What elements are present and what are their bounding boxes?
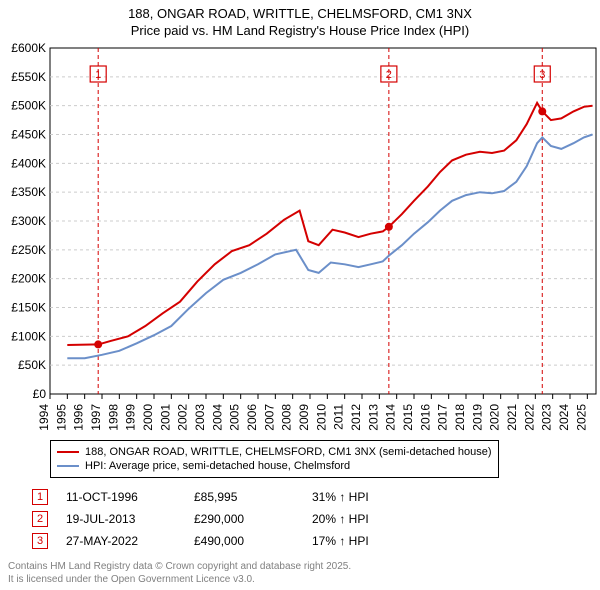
xtick-label: 2019 xyxy=(470,403,484,430)
xtick-label: 2011 xyxy=(332,403,346,429)
legend-item: 188, ONGAR ROAD, WRITTLE, CHELMSFORD, CM… xyxy=(57,445,492,459)
xtick-label: 1996 xyxy=(72,403,86,430)
legend-swatch xyxy=(57,465,79,467)
sale-point xyxy=(385,223,393,231)
legend-text: 188, ONGAR ROAD, WRITTLE, CHELMSFORD, CM… xyxy=(85,446,492,458)
ytick-label: £100K xyxy=(11,329,46,343)
row-date: 19-JUL-2013 xyxy=(66,512,176,526)
title-line1: 188, ONGAR ROAD, WRITTLE, CHELMSFORD, CM… xyxy=(0,6,600,23)
series-price_paid xyxy=(67,103,592,345)
xtick-label: 2008 xyxy=(280,403,294,430)
sale-point xyxy=(538,107,546,115)
legend: 188, ONGAR ROAD, WRITTLE, CHELMSFORD, CM… xyxy=(50,440,499,478)
sales-table: 1 11-OCT-1996 £85,995 31% ↑ HPI 2 19-JUL-2013… xyxy=(32,486,432,552)
xtick-label: 2009 xyxy=(297,403,311,430)
xtick-label: 2012 xyxy=(349,403,363,430)
xtick-label: 2017 xyxy=(436,403,450,430)
row-date: 27-MAY-2022 xyxy=(66,534,176,548)
row-date: 11-OCT-1996 xyxy=(66,490,176,504)
xtick-label: 2015 xyxy=(401,403,415,430)
ytick-label: £50K xyxy=(18,358,46,372)
footer-line2: It is licensed under the Open Government… xyxy=(8,574,351,587)
sale-point xyxy=(94,340,102,348)
ytick-label: £0 xyxy=(33,387,47,401)
xtick-label: 2010 xyxy=(314,403,328,430)
root: 188, ONGAR ROAD, WRITTLE, CHELMSFORD, CM… xyxy=(0,0,600,590)
title-block: 188, ONGAR ROAD, WRITTLE, CHELMSFORD, CM… xyxy=(0,0,600,40)
sale-marker-label: 1 xyxy=(95,69,101,81)
row-number-box: 2 xyxy=(32,511,48,527)
table-row: 3 27-MAY-2022 £490,000 17% ↑ HPI xyxy=(32,530,432,552)
ytick-label: £450K xyxy=(11,127,46,141)
xtick-label: 2024 xyxy=(557,403,571,430)
row-price: £290,000 xyxy=(194,512,294,526)
xtick-label: 2001 xyxy=(158,403,172,430)
ytick-label: £250K xyxy=(11,243,46,257)
xtick-label: 2000 xyxy=(141,403,155,430)
xtick-label: 1995 xyxy=(54,403,68,430)
sale-marker-label: 2 xyxy=(386,69,392,81)
legend-item: HPI: Average price, semi-detached house,… xyxy=(57,459,492,473)
xtick-label: 2018 xyxy=(453,403,467,430)
row-price: £85,995 xyxy=(194,490,294,504)
table-row: 2 19-JUL-2013 £290,000 20% ↑ HPI xyxy=(32,508,432,530)
xtick-label: 2003 xyxy=(193,403,207,430)
title-line2: Price paid vs. HM Land Registry's House … xyxy=(0,23,600,40)
row-pct: 17% ↑ HPI xyxy=(312,534,432,548)
ytick-label: £550K xyxy=(11,70,46,84)
row-number-box: 3 xyxy=(32,533,48,549)
ytick-label: £350K xyxy=(11,185,46,199)
footer: Contains HM Land Registry data © Crown c… xyxy=(8,561,351,586)
ytick-label: £300K xyxy=(11,214,46,228)
xtick-label: 2013 xyxy=(366,403,380,430)
ytick-label: £600K xyxy=(11,41,46,55)
xtick-label: 2014 xyxy=(384,403,398,430)
ytick-label: £400K xyxy=(11,156,46,170)
xtick-label: 2002 xyxy=(176,403,190,430)
ytick-label: £200K xyxy=(11,271,46,285)
xtick-label: 2005 xyxy=(228,403,242,430)
chart-svg: £0 £50K £100K £150K £200K £250K £300K £350K £400… xyxy=(0,40,600,470)
table-row: 1 11-OCT-1996 £85,995 31% ↑ HPI xyxy=(32,486,432,508)
row-number-box: 1 xyxy=(32,489,48,505)
sale-marker-label: 3 xyxy=(539,69,545,81)
xtick-label: 2021 xyxy=(505,403,519,430)
xtick-label: 2025 xyxy=(574,403,588,430)
xtick-label: 2016 xyxy=(418,403,432,430)
legend-swatch xyxy=(57,451,79,453)
xtick-label: 2004 xyxy=(210,403,224,430)
xtick-label: 1999 xyxy=(124,403,138,430)
row-pct: 20% ↑ HPI xyxy=(312,512,432,526)
xtick-label: 2007 xyxy=(262,403,276,430)
row-price: £490,000 xyxy=(194,534,294,548)
xtick-label: 2020 xyxy=(488,403,502,430)
xtick-label: 2006 xyxy=(245,403,259,430)
ytick-label: £150K xyxy=(11,300,46,314)
row-pct: 31% ↑ HPI xyxy=(312,490,432,504)
xtick-label: 1997 xyxy=(89,403,103,430)
xtick-label: 2022 xyxy=(522,403,536,430)
xtick-label: 1998 xyxy=(106,403,120,430)
chart-area: £0 £50K £100K £150K £200K £250K £300K £350K £400… xyxy=(0,40,600,470)
footer-line1: Contains HM Land Registry data © Crown c… xyxy=(8,561,351,574)
xtick-label: 2023 xyxy=(540,403,554,430)
legend-text: HPI: Average price, semi-detached house,… xyxy=(85,460,350,472)
xtick-label: 1994 xyxy=(37,403,51,430)
ytick-label: £500K xyxy=(11,98,46,112)
